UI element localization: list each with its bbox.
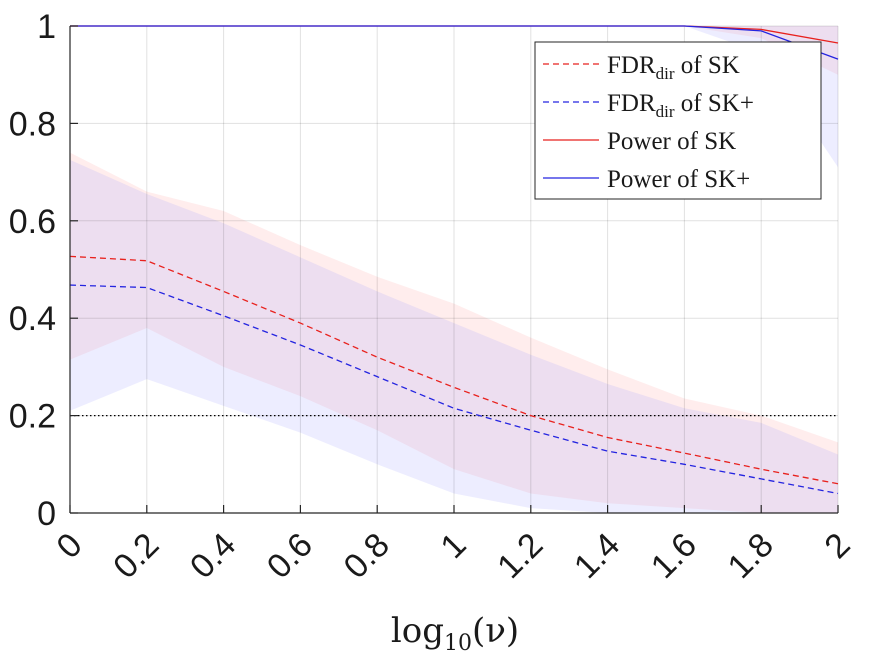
legend-entry-0: FDRdir of SK xyxy=(607,52,740,83)
x-tick-label-5: 1 xyxy=(433,526,473,566)
axes xyxy=(69,25,839,514)
y-tick-label-0: 0 xyxy=(37,495,56,533)
legend-entry-3: Power of SK+ xyxy=(607,166,750,193)
x-tick-label-10: 2 xyxy=(817,526,857,566)
x-tick-label-8: 1.6 xyxy=(644,526,704,586)
band-series-0 xyxy=(70,152,838,513)
y-tick-label-2: 0.4 xyxy=(9,300,56,338)
legend-entry-1: FDRdir of SK+ xyxy=(607,90,754,121)
series-line-0 xyxy=(69,255,839,485)
band-series-1 xyxy=(70,159,838,514)
legend-entry-2: Power of SK xyxy=(607,128,736,155)
y-tick-label-4: 0.8 xyxy=(9,105,56,143)
x-tick-label-2: 0.4 xyxy=(183,526,243,586)
x-tick-label-7: 1.4 xyxy=(567,526,627,586)
x-tick-label-6: 1.2 xyxy=(490,526,550,586)
x-tick-label-3: 0.6 xyxy=(260,526,320,586)
series-lines xyxy=(69,25,839,495)
y-tick-label-3: 0.6 xyxy=(9,203,56,241)
x-axis-label-arg: (ν) xyxy=(472,611,519,651)
x-tick-label-0: 0 xyxy=(49,526,89,566)
x-axis-label-sub: 10 xyxy=(444,631,472,656)
x-axis-label-base: log xyxy=(391,611,444,651)
legend: FDRdir of SK FDRdir of SK+ Power of SK Powe… xyxy=(534,41,822,200)
x-tick-label-1: 0.2 xyxy=(106,526,166,586)
series-line-3 xyxy=(70,25,839,60)
x-axis-label: log10(ν) xyxy=(391,611,519,656)
x-tick-label-9: 1.8 xyxy=(721,526,781,586)
y-tick-label-5: 1 xyxy=(37,8,56,46)
series-line-1 xyxy=(69,284,839,495)
y-tick-labels: 0 0.2 0.4 0.6 0.8 1 xyxy=(9,8,56,533)
x-tick-labels: 0 0.2 0.4 0.6 0.8 1 1.2 1.4 1.6 1.8 2 xyxy=(49,526,857,586)
band-series-3 xyxy=(70,26,838,168)
y-tick-label-1: 0.2 xyxy=(9,398,56,436)
legend-box xyxy=(534,41,822,200)
x-tick-label-4: 0.8 xyxy=(337,526,397,586)
